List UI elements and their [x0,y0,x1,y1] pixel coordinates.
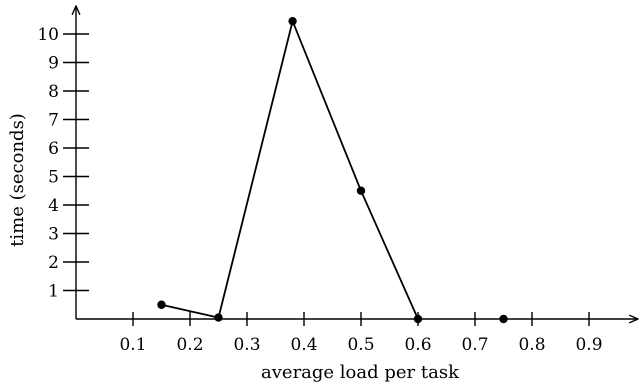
y-tick-label: 5 [48,168,59,188]
x-axis-ticks: 0.1 0.2 0.3 0.4 0.5 0.6 0.7 0.8 0.9 [119,312,603,355]
plot-area [157,16,508,324]
y-axis-title: time (seconds) [7,113,28,247]
y-tick-label: 8 [48,82,59,102]
data-point [214,313,223,322]
y-tick-label: 10 [37,25,59,45]
x-tick-label: 0.9 [575,335,602,355]
x-tick-label: 0.3 [233,335,260,355]
data-point [157,300,166,309]
data-point [356,186,366,195]
x-tick-label: 0.8 [518,335,545,355]
data-point [499,314,508,324]
axes [76,6,638,319]
series-line [161,20,419,320]
x-tick-label: 0.7 [461,335,488,355]
y-tick-label: 1 [48,282,59,302]
y-tick-label: 7 [48,111,59,131]
x-tick-label: 0.6 [404,335,431,355]
y-tick-label: 4 [48,196,59,216]
x-tick-label: 0.4 [290,335,317,355]
y-tick-label: 3 [48,225,59,245]
y-tick-label: 9 [48,54,59,74]
data-point [288,16,297,26]
y-tick-label: 6 [48,139,59,159]
x-tick-label: 0.2 [176,335,203,355]
x-tick-label: 0.1 [119,335,146,355]
y-axis-ticks: 1 2 3 4 5 6 7 8 9 10 [37,25,89,302]
y-tick-label: 2 [48,253,59,273]
x-tick-label: 0.5 [347,335,374,355]
x-axis-title: average load per task [261,362,460,383]
data-point [413,314,423,324]
